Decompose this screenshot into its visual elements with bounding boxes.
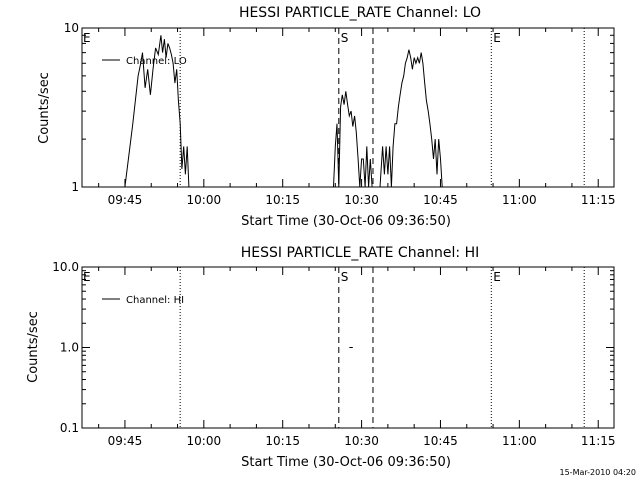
x-tick-label: 11:00 bbox=[502, 193, 537, 207]
y-tick-label: 0.1 bbox=[60, 421, 79, 435]
x-tick-label: 10:30 bbox=[344, 434, 379, 448]
y-tick-label: 10.0 bbox=[52, 260, 79, 274]
legend-label: Channel: LO bbox=[126, 56, 187, 67]
event-marker-label: S bbox=[341, 31, 349, 45]
plot-frame bbox=[82, 267, 614, 428]
x-tick-label: 11:00 bbox=[502, 434, 537, 448]
y-axis-label-lo: Counts/sec bbox=[37, 72, 52, 144]
plot-area-hi: 0.1 1.0 10.0 09:45 10:00 10:15 10:30 10:45 11:00… bbox=[52, 260, 615, 448]
x-tick-label: 10:45 bbox=[423, 434, 458, 448]
chart-title-lo: HESSI PARTICLE_RATE Channel: LO bbox=[239, 5, 481, 21]
event-marker-label: E bbox=[493, 270, 501, 284]
chart-title-hi: HESSI PARTICLE_RATE Channel: HI bbox=[241, 245, 479, 261]
plot-area-lo: 1 10 09:45 10:00 10:15 10:30 10:45 11:00 11:15 E S… bbox=[64, 21, 616, 207]
chart-canvas: HESSI PARTICLE_RATE Channel: LO Counts/s… bbox=[0, 0, 640, 480]
chart-lo: HESSI PARTICLE_RATE Channel: LO Counts/s… bbox=[37, 5, 616, 229]
event-marker-label: E bbox=[83, 31, 91, 45]
series-line bbox=[380, 50, 442, 187]
y-tick-label: 10 bbox=[64, 21, 79, 35]
x-tick-label: 11:15 bbox=[581, 193, 616, 207]
y-tick-label: 1 bbox=[71, 180, 79, 194]
x-tick-label: 10:45 bbox=[423, 193, 458, 207]
x-tick-label: 09:45 bbox=[108, 434, 143, 448]
event-marker-label: E bbox=[83, 270, 91, 284]
x-axis-label-hi: Start Time (30-Oct-06 09:36:50) bbox=[241, 455, 451, 470]
y-axis-label-hi: Counts/sec bbox=[26, 311, 41, 383]
event-marker-label: E bbox=[493, 31, 501, 45]
x-tick-label: 10:00 bbox=[187, 193, 222, 207]
x-tick-label: 10:15 bbox=[265, 434, 300, 448]
x-tick-label: 10:00 bbox=[187, 434, 222, 448]
x-axis-label-lo: Start Time (30-Oct-06 09:36:50) bbox=[241, 214, 451, 229]
legend-label: Channel: HI bbox=[126, 295, 184, 306]
x-tick-label: 10:15 bbox=[265, 193, 300, 207]
event-marker-label: S bbox=[341, 270, 349, 284]
x-tick-label: 09:45 bbox=[108, 193, 143, 207]
y-tick-label: 1.0 bbox=[60, 341, 79, 355]
footer-timestamp: 15-Mar-2010 04:20 bbox=[560, 468, 637, 477]
x-tick-label: 10:30 bbox=[344, 193, 379, 207]
x-tick-label: 11:15 bbox=[581, 434, 616, 448]
chart-hi: HESSI PARTICLE_RATE Channel: HI Counts/s… bbox=[26, 245, 616, 470]
